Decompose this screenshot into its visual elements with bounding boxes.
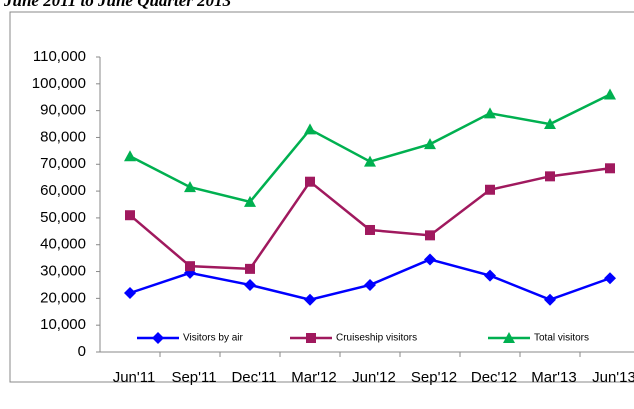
marker [304, 293, 316, 306]
y-tick-label: 60,000 [40, 182, 86, 199]
marker [484, 107, 496, 119]
y-tick-label: 80,000 [40, 128, 86, 145]
series-line [129, 93, 611, 204]
y-tick-label: 90,000 [40, 102, 86, 119]
marker [424, 253, 436, 266]
legend-marker [306, 333, 316, 343]
marker [605, 163, 615, 174]
y-tick-label: 10,000 [40, 316, 86, 333]
chart-frame [9, 11, 634, 383]
marker [244, 195, 256, 207]
marker [545, 171, 555, 182]
y-tick-label: 100,000 [32, 75, 86, 92]
marker [304, 123, 316, 135]
x-tick-label: Dec'11 [231, 369, 276, 386]
legend-marker [503, 332, 515, 343]
marker [124, 150, 136, 162]
y-tick-label: 50,000 [40, 209, 86, 226]
marker [544, 293, 556, 306]
y-tick-label: 20,000 [40, 289, 86, 306]
marker [245, 263, 255, 274]
marker [365, 224, 375, 235]
marker [364, 278, 376, 291]
chart-title: June 2011 to June Quarter 2013 [3, 0, 232, 10]
legend-label: Total visitors [534, 333, 589, 344]
marker [485, 184, 495, 195]
legend-marker [152, 332, 164, 344]
x-tick-label: Jun'11 [113, 369, 156, 386]
x-tick-label: Sep'11 [171, 369, 216, 386]
y-tick-label: 110,000 [33, 48, 86, 65]
y-tick-label: 0 [78, 343, 86, 360]
y-tick-label: 40,000 [40, 236, 86, 253]
x-tick-label: Jun'12 [352, 369, 396, 386]
marker [244, 278, 256, 291]
x-tick-label: Dec'12 [471, 369, 517, 386]
marker [124, 287, 136, 299]
marker [425, 230, 435, 241]
x-tick-label: Sep'12 [411, 369, 457, 386]
legend-label: Visitors by air [183, 333, 244, 344]
marker [364, 155, 376, 167]
y-tick-label: 30,000 [40, 263, 86, 280]
marker [185, 261, 195, 272]
marker [604, 272, 616, 285]
marker [424, 138, 436, 150]
x-tick-label: Mar'12 [291, 369, 336, 386]
x-tick-label: Mar'13 [531, 369, 576, 386]
marker [305, 176, 315, 187]
series-line [129, 167, 611, 271]
marker [484, 269, 496, 282]
marker [544, 118, 556, 130]
x-tick-label: Jun'13 [592, 369, 634, 386]
marker [125, 210, 135, 221]
legend-label: Cruiseship visitors [336, 333, 417, 344]
marker [604, 88, 616, 100]
marker [184, 181, 196, 193]
y-tick-label: 70,000 [40, 155, 86, 172]
